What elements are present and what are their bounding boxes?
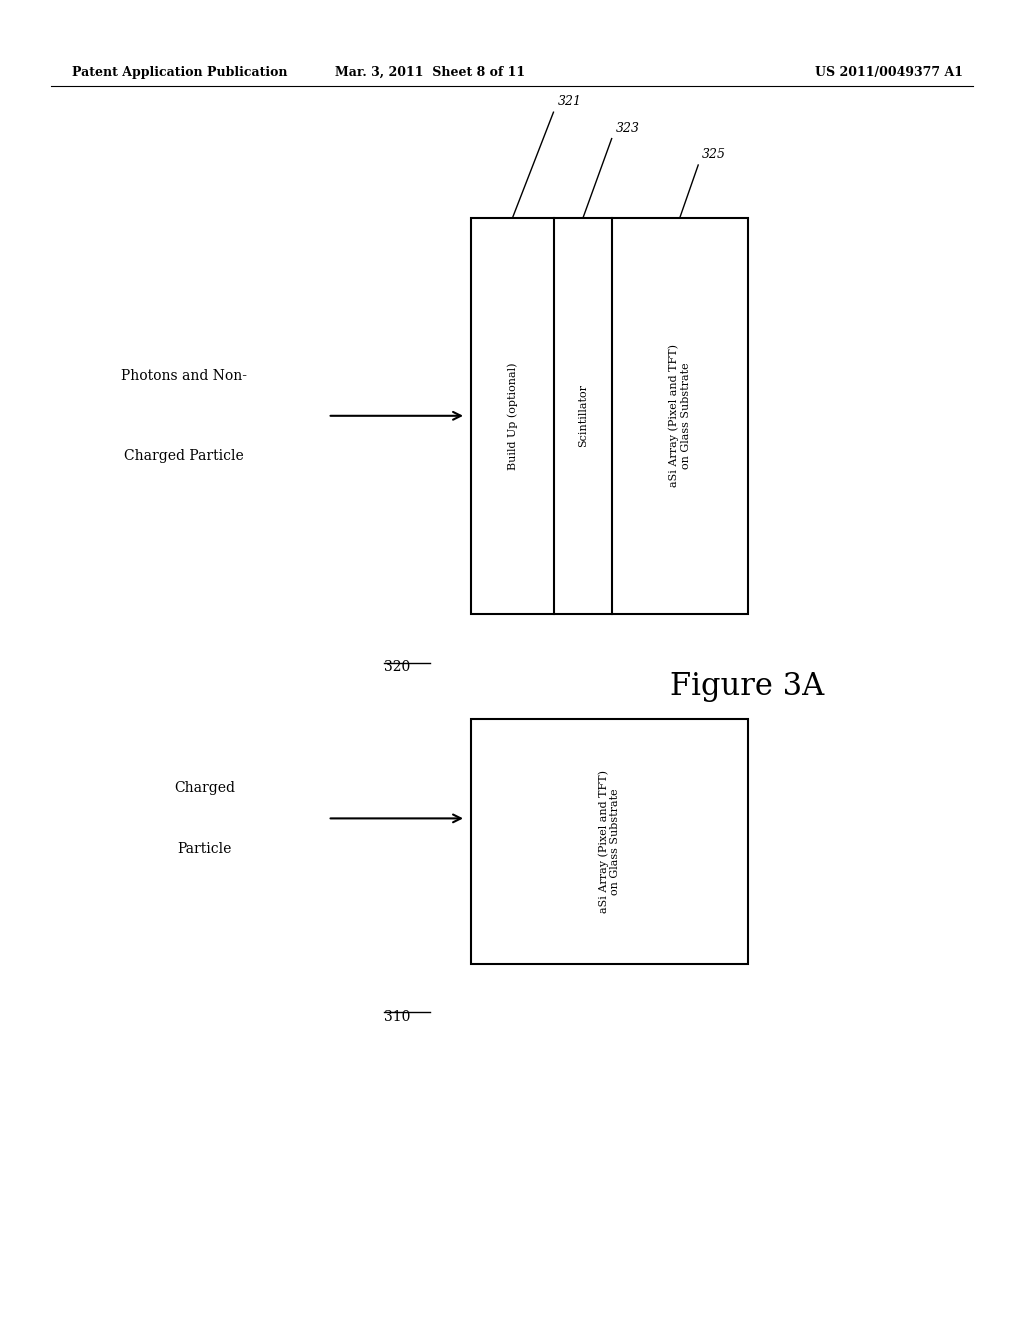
Text: Scintillator: Scintillator	[578, 384, 588, 447]
Text: Charged Particle: Charged Particle	[125, 449, 244, 463]
Text: 323: 323	[615, 121, 640, 135]
Text: Build Up (optional): Build Up (optional)	[507, 362, 518, 470]
Text: Patent Application Publication: Patent Application Publication	[72, 66, 287, 79]
Text: aSi Array (Pixel and TFT)
on Glass Substrate: aSi Array (Pixel and TFT) on Glass Subst…	[669, 345, 691, 487]
Text: 325: 325	[702, 148, 726, 161]
Text: 320: 320	[384, 660, 411, 675]
Text: Photons and Non-: Photons and Non-	[121, 368, 248, 383]
Text: 321: 321	[558, 95, 582, 108]
Text: Particle: Particle	[177, 842, 232, 857]
Text: Charged: Charged	[174, 780, 236, 795]
Bar	[471, 218, 748, 614]
Bar	[471, 719, 748, 964]
Text: Mar. 3, 2011  Sheet 8 of 11: Mar. 3, 2011 Sheet 8 of 11	[335, 66, 525, 79]
Text: aSi Array (Pixel and TFT)
on Glass Substrate: aSi Array (Pixel and TFT) on Glass Subst…	[598, 770, 621, 913]
Text: US 2011/0049377 A1: US 2011/0049377 A1	[814, 66, 963, 79]
Text: Figure 3A: Figure 3A	[671, 671, 824, 702]
Text: 310: 310	[384, 1010, 411, 1024]
